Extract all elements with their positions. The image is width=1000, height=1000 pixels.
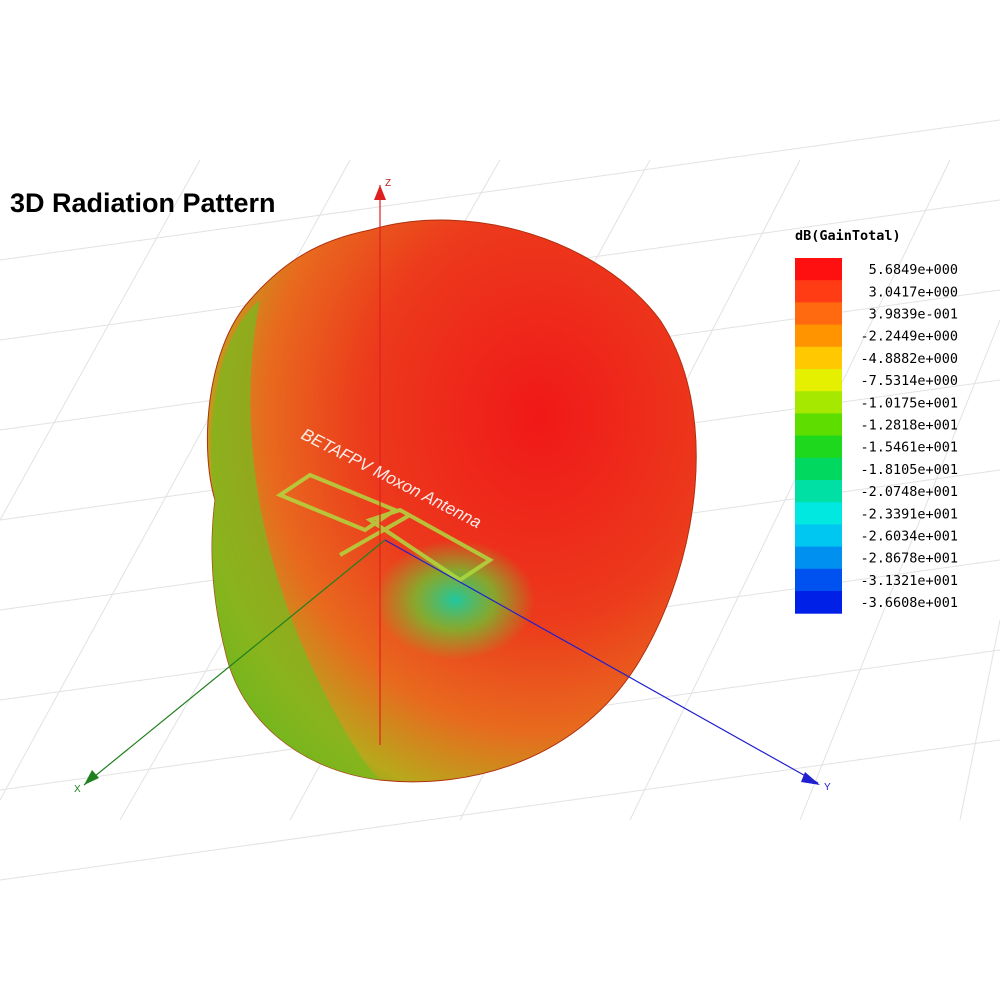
legend-label: -1.5461e+001 (860, 440, 958, 456)
legend-swatch (795, 346, 842, 370)
legend-swatch (795, 302, 842, 326)
legend-swatch (795, 524, 842, 548)
antenna (275, 472, 494, 583)
legend-label: -7.5314e+000 (860, 373, 958, 389)
legend-swatch (795, 413, 842, 437)
legend-swatch (795, 369, 842, 392)
legend-label: 3.9839e-001 (869, 307, 958, 323)
legend-label: 5.6849e+000 (869, 262, 958, 278)
legend-swatch (795, 457, 842, 481)
legend-swatch (795, 324, 842, 348)
legend-swatch (795, 391, 842, 414)
legend-swatch (795, 591, 842, 614)
y-axis (384, 539, 819, 784)
legend-label: -2.0748e+001 (860, 484, 958, 500)
legend-swatch (795, 546, 842, 570)
legend-label: -2.3391e+001 (860, 506, 958, 522)
legend: 5.6849e+000 3.0417e+000 3.9839e-001 -2.2449… (795, 258, 958, 614)
legend-label: -2.6034e+001 (860, 529, 958, 545)
legend-swatch (795, 435, 842, 459)
null-region (375, 540, 535, 660)
y-label: Y (824, 782, 831, 793)
legend-swatch (795, 258, 842, 281)
legend-label: -1.8105e+001 (860, 462, 958, 478)
legend-label: -4.8882e+000 (860, 351, 958, 367)
legend-swatch (795, 502, 842, 525)
legend-label: 3.0417e+000 (869, 284, 958, 300)
legend-swatch (795, 568, 842, 592)
x-axis (83, 539, 386, 786)
z-arrow (374, 185, 386, 200)
legend-label: -2.2449e+000 (860, 329, 958, 345)
legend-label: -3.6608e+001 (860, 595, 958, 611)
lobe-side (210, 300, 380, 780)
legend-label: -1.0175e+001 (860, 395, 958, 411)
legend-label: -1.2818e+001 (860, 418, 958, 434)
legend-swatch (795, 480, 842, 503)
x-label: X (74, 784, 81, 795)
legend-label: -2.8678e+001 (860, 551, 958, 567)
title: 3D Radiation Pattern (10, 188, 276, 218)
z-label: Z (385, 178, 391, 189)
legend-label: -3.1321e+001 (860, 573, 958, 589)
legend-title: dB(GainTotal) (795, 228, 901, 244)
legend-swatch (795, 280, 842, 303)
y-arrow (801, 772, 820, 785)
x-arrow (84, 770, 99, 785)
